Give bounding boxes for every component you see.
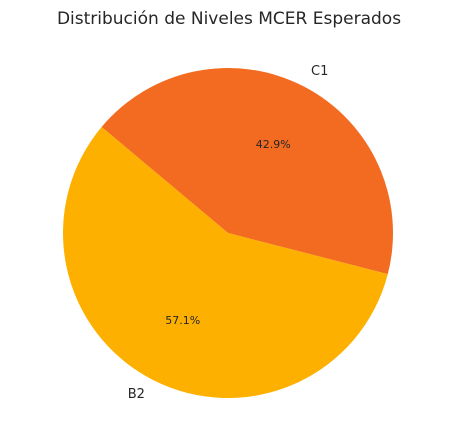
slice-label: B2: [128, 387, 145, 402]
pie-slice: [101, 68, 393, 275]
value-label: 42.9%: [256, 138, 291, 151]
chart-title: Distribución de Niveles MCER Esperados: [57, 9, 401, 29]
slice-label: C1: [311, 64, 328, 79]
value-label: 57.1%: [165, 314, 200, 327]
pie-slice: [62, 126, 388, 399]
